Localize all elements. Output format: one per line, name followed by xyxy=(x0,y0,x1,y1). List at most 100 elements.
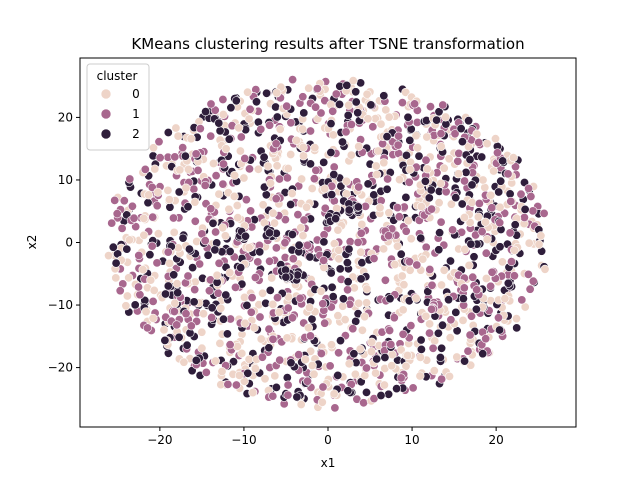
scatter-point xyxy=(310,143,320,153)
scatter-point xyxy=(376,390,386,400)
legend-label: 1 xyxy=(132,107,140,121)
scatter-point xyxy=(184,244,194,254)
scatter-point xyxy=(259,152,269,162)
scatter-point xyxy=(210,245,220,255)
scatter-point xyxy=(257,352,267,362)
scatter-point xyxy=(401,192,411,202)
scatter-point xyxy=(302,376,312,386)
scatter-point xyxy=(316,348,326,358)
scatter-point xyxy=(392,384,402,394)
scatter-point xyxy=(465,155,475,165)
scatter-point xyxy=(253,257,263,267)
y-axis-label: x2 xyxy=(25,235,39,250)
scatter-point xyxy=(271,139,281,149)
scatter-point xyxy=(380,352,390,362)
scatter-point xyxy=(456,124,466,134)
scatter-point xyxy=(218,95,228,105)
scatter-point xyxy=(307,184,317,194)
scatter-point xyxy=(163,128,173,138)
scatter-point xyxy=(240,154,250,164)
scatter-point xyxy=(421,155,431,165)
scatter-point xyxy=(155,153,165,163)
scatter-point xyxy=(495,218,505,228)
scatter-point xyxy=(401,150,411,160)
scatter-point xyxy=(454,148,464,158)
scatter-point xyxy=(265,178,275,188)
scatter-point xyxy=(175,165,185,175)
scatter-point xyxy=(335,336,345,346)
scatter-point xyxy=(369,190,379,200)
scatter-point xyxy=(341,176,351,186)
scatter-point xyxy=(331,214,341,224)
y-tick-label: −20 xyxy=(48,361,73,375)
scatter-point xyxy=(164,195,174,205)
scatter-point xyxy=(204,286,214,296)
scatter-point xyxy=(190,197,200,207)
scatter-point xyxy=(163,348,173,358)
scatter-point xyxy=(327,190,337,200)
scatter-point xyxy=(244,114,254,124)
scatter-point xyxy=(329,170,339,180)
scatter-point xyxy=(361,387,371,397)
scatter-point xyxy=(221,290,231,300)
scatter-point xyxy=(241,231,251,241)
scatter-point xyxy=(341,127,351,137)
scatter-point xyxy=(346,150,356,160)
scatter-point xyxy=(510,162,520,172)
scatter-point xyxy=(188,263,198,273)
scatter-point xyxy=(127,201,137,211)
scatter-point xyxy=(292,392,302,402)
scatter-point xyxy=(286,358,296,368)
scatter-point xyxy=(298,151,308,161)
scatter-point xyxy=(437,320,447,330)
scatter-point xyxy=(338,294,348,304)
scatter-point xyxy=(138,265,148,275)
scatter-point xyxy=(465,218,475,228)
scatter-point xyxy=(187,366,197,376)
scatter-point xyxy=(343,110,353,120)
scatter-point xyxy=(265,285,275,295)
scatter-point xyxy=(469,252,479,262)
scatter-point xyxy=(215,126,225,136)
scatter-point xyxy=(401,87,411,97)
scatter-point xyxy=(246,307,256,317)
scatter-point xyxy=(351,97,361,107)
scatter-point xyxy=(178,233,188,243)
scatter-point xyxy=(272,161,282,171)
scatter-point xyxy=(495,202,505,212)
scatter-point xyxy=(489,166,499,176)
scatter-point xyxy=(498,156,508,166)
scatter-point xyxy=(282,373,292,383)
scatter-point xyxy=(328,106,338,116)
scatter-point xyxy=(272,112,282,122)
scatter-point xyxy=(422,132,432,142)
scatter-point xyxy=(180,151,190,161)
scatter-point xyxy=(283,164,293,174)
scatter-point xyxy=(464,260,474,270)
scatter-point xyxy=(107,218,117,228)
scatter-point xyxy=(295,293,305,303)
scatter-point xyxy=(460,244,470,254)
scatter-point xyxy=(183,271,193,281)
scatter-point xyxy=(111,273,121,283)
scatter-point xyxy=(432,115,442,125)
scatter-point xyxy=(444,371,454,381)
scatter-point xyxy=(328,292,338,302)
scatter-point xyxy=(435,228,445,238)
scatter-point xyxy=(122,291,132,301)
scatter-point xyxy=(326,268,336,278)
scatter-point xyxy=(207,312,217,322)
scatter-point xyxy=(372,170,382,180)
scatter-point xyxy=(477,227,487,237)
scatter-point xyxy=(256,124,266,134)
scatter-point xyxy=(331,89,341,99)
scatter-point xyxy=(497,257,507,267)
scatter-point xyxy=(260,374,270,384)
scatter-point xyxy=(477,152,487,162)
scatter-point xyxy=(426,185,436,195)
scatter-point xyxy=(169,270,179,280)
scatter-point xyxy=(460,356,470,366)
scatter-point xyxy=(218,110,228,120)
scatter-point xyxy=(334,348,344,358)
scatter-point xyxy=(207,303,217,313)
